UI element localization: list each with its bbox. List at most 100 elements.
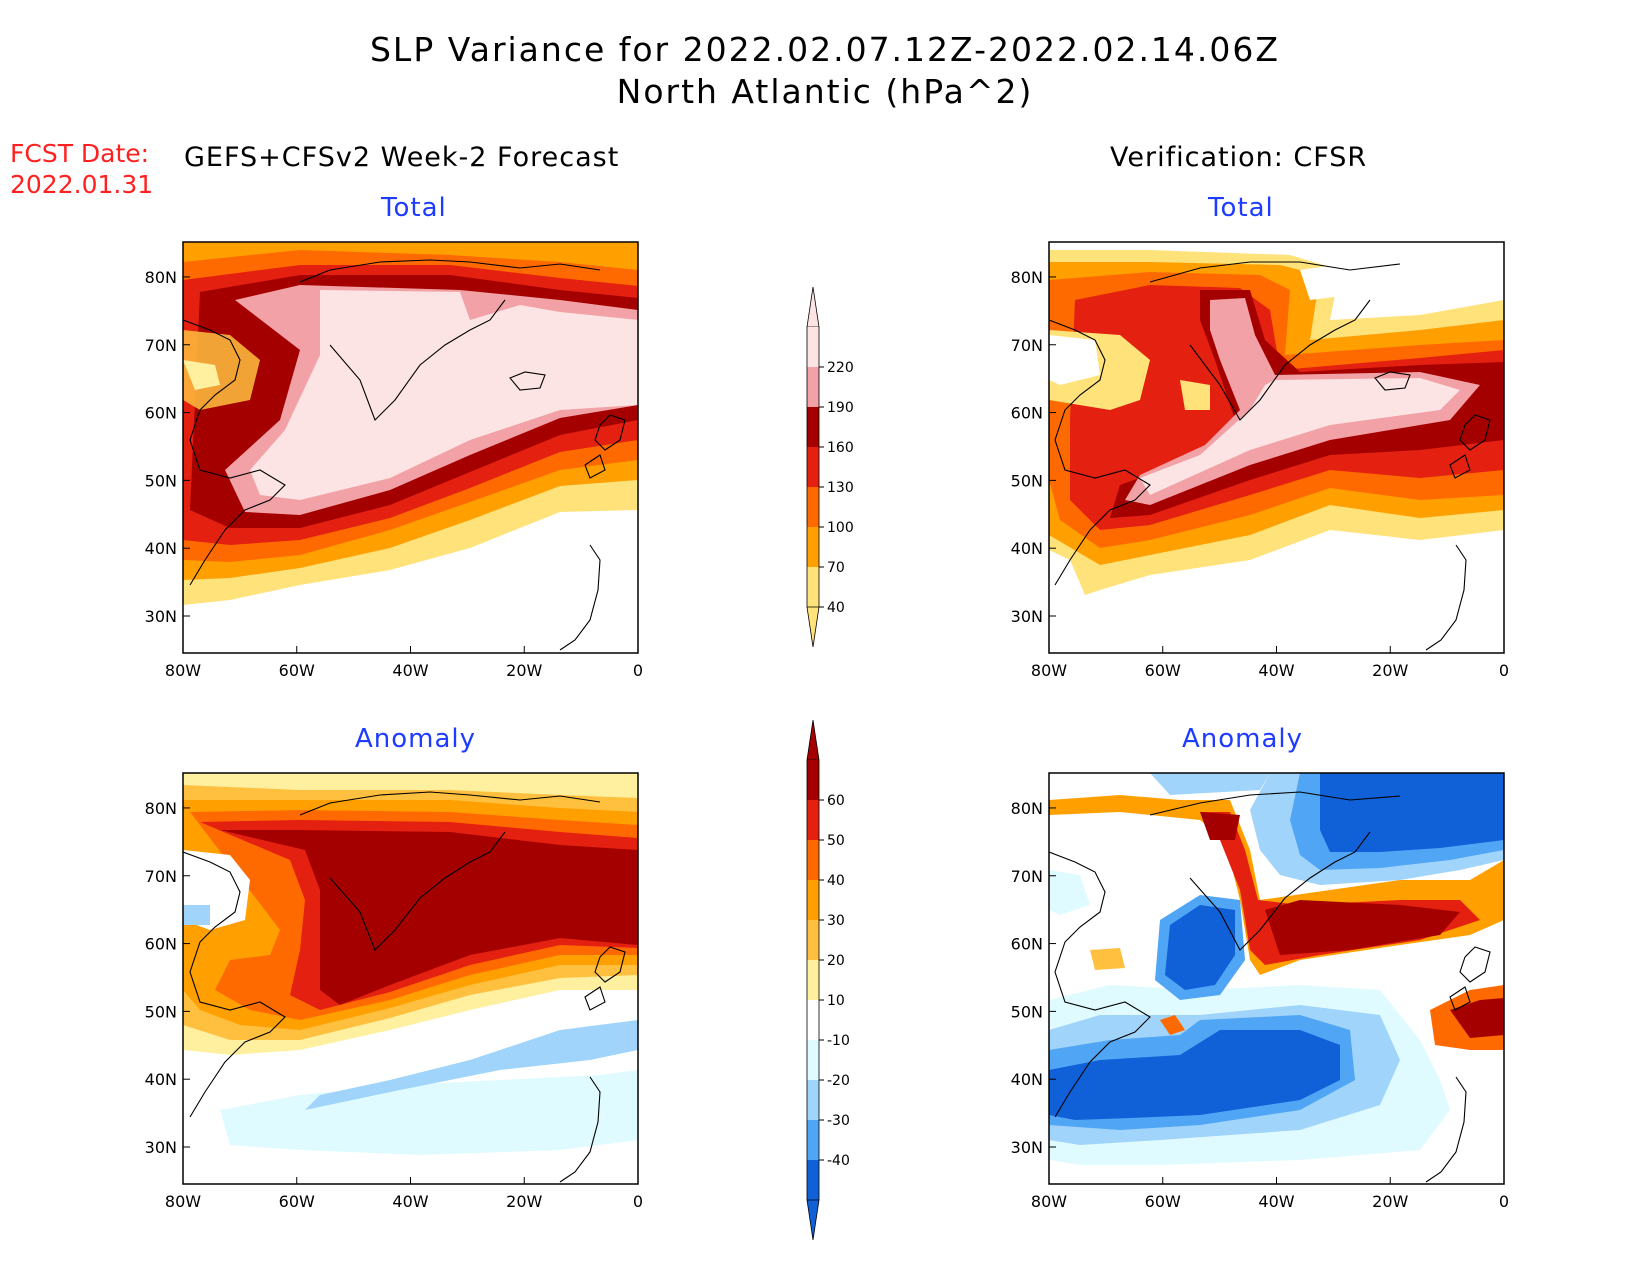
axes-layer: 80N 70N 60N 50N 40N 30N 80W 60W 40W 20W 0 80N 70N 60N… [145,268,1509,1211]
colorbar-anomaly: 60 50 40 30 20 10 -10 -20 -30 -40 [806,719,850,1241]
lat-tick-label: 30N [145,1138,177,1157]
colorbar-swatch [807,1000,819,1040]
verification-total-map [1049,242,1504,653]
colorbar-label: -20 [827,1073,850,1089]
lon-tick-label: 40W [1258,661,1294,680]
colorbar-label: 40 [827,600,845,616]
colorbar-swatch [807,567,819,607]
colorbar-swatch [807,1120,819,1160]
lon-tick-label: 60W [1145,661,1181,680]
lat-tick-label: 50N [1011,471,1043,490]
forecast-total-subtitle: Total [381,193,447,223]
colorbar-bottom-cap [806,606,820,648]
colorbar-swatch [807,447,819,487]
forecast-heading: GEFS+CFSv2 Week-2 Forecast [184,142,620,173]
verification-heading: Verification: CFSR [1110,142,1368,173]
lat-tick-label: 40N [145,1070,177,1089]
lat-tick-label: 50N [145,1002,177,1021]
colorbar-label: -40 [827,1153,850,1169]
lat-tick-label: 40N [145,539,177,558]
colorbar-label: 50 [827,833,845,849]
lon-tick-label: 60W [279,1192,315,1211]
colorbar-swatch [807,527,819,567]
lat-tick-label: 70N [1011,867,1043,886]
lon-tick-label: 60W [279,661,315,680]
colorbar-top-cap [806,286,820,328]
colorbar-label: 220 [827,360,854,376]
verification-anomaly-subtitle: Anomaly [1182,724,1304,754]
colorbar-swatch [807,407,819,447]
colorbar-swatch [807,840,819,880]
lon-tick-label: 20W [1372,1192,1408,1211]
lon-tick-label: 0 [633,1192,643,1211]
lat-tick-label: 60N [1011,404,1043,423]
colorbar-swatch [807,880,819,920]
lon-tick-label: 40W [392,661,428,680]
lon-tick-label: 20W [1372,661,1408,680]
colorbar-label: 30 [827,913,845,929]
lat-tick-label: 80N [145,799,177,818]
fcst-date-label: FCST Date: [10,139,150,168]
lon-tick-label: 80W [165,1192,201,1211]
colorbar-label: 130 [827,480,854,496]
chart-title-line1: SLP Variance for 2022.02.07.12Z-2022.02.… [369,30,1281,69]
lon-tick-label: 0 [633,661,643,680]
colorbar-label: 60 [827,793,845,809]
colorbar-label: 40 [827,873,845,889]
lat-tick-label: 30N [1011,1138,1043,1157]
colorbar-swatch [807,920,819,960]
forecast-anomaly-subtitle: Anomaly [355,724,477,754]
colorbar-swatch [807,487,819,527]
colorbar-label: 20 [827,953,845,969]
lat-tick-label: 70N [145,867,177,886]
lat-tick-label: 80N [1011,268,1043,287]
colorbar-swatch [807,367,819,407]
lon-tick-label: 80W [1031,661,1067,680]
colorbar-swatch [807,1080,819,1120]
colorbar-label: -10 [827,1033,850,1049]
colorbar-label: 10 [827,993,845,1009]
chart-title-line2: North Atlantic (hPa^2) [616,72,1034,111]
lon-tick-label: 80W [1031,1192,1067,1211]
lat-tick-label: 60N [145,404,177,423]
colorbar-label: 190 [827,400,854,416]
colorbar-bottom-cap [806,1199,820,1241]
lon-tick-label: 40W [1258,1192,1294,1211]
colorbar-label: 100 [827,520,854,536]
lat-tick-label: 50N [1011,1002,1043,1021]
lon-tick-label: 20W [506,1192,542,1211]
lat-tick-label: 50N [145,471,177,490]
lat-tick-label: 30N [1011,607,1043,626]
fcst-date-value: 2022.01.31 [10,170,154,199]
forecast-total-map [183,242,638,653]
lon-tick-label: 40W [392,1192,428,1211]
colorbar-top-cap [806,719,820,761]
lat-tick-label: 60N [1011,935,1043,954]
lat-tick-label: 60N [145,935,177,954]
forecast-anomaly-map [183,773,638,1184]
colorbar-swatch [807,1040,819,1080]
lat-tick-label: 70N [1011,336,1043,355]
lat-tick-label: 70N [145,336,177,355]
colorbar-label: -30 [827,1113,850,1129]
colorbar-swatch [807,1160,819,1200]
lat-tick-label: 80N [1011,799,1043,818]
lon-tick-label: 20W [506,661,542,680]
lon-tick-label: 80W [165,661,201,680]
colorbar-label: 70 [827,560,845,576]
lat-tick-label: 40N [1011,539,1043,558]
verification-total-subtitle: Total [1208,193,1274,223]
lon-tick-label: 0 [1499,1192,1509,1211]
colorbar-swatch [807,800,819,840]
lat-tick-label: 40N [1011,1070,1043,1089]
lat-tick-label: 30N [145,607,177,626]
colorbar-swatch [807,327,819,367]
colorbar-label: 160 [827,440,854,456]
colorbar-swatch [807,960,819,1000]
lat-tick-label: 80N [145,268,177,287]
lon-tick-label: 0 [1499,661,1509,680]
colorbar-total: 220 190 160 130 100 70 40 [806,286,854,648]
lon-tick-label: 60W [1145,1192,1181,1211]
colorbar-swatch [807,760,819,800]
